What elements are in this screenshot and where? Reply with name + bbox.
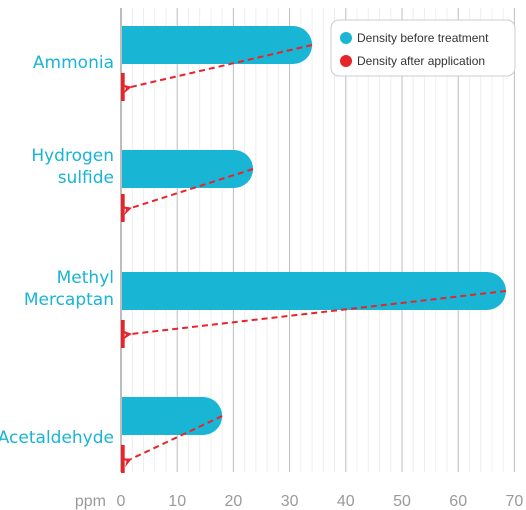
arrows	[120, 44, 507, 468]
bar-before-treatment	[122, 397, 223, 435]
bar-after-application	[121, 194, 125, 222]
bar-after-application	[121, 73, 125, 101]
legend-box	[330, 19, 516, 77]
x-tick-label: 30	[281, 493, 299, 510]
x-tick-label: 20	[225, 493, 243, 510]
reduction-arrow	[120, 415, 223, 468]
legend-label-after: Density after application	[357, 54, 485, 68]
category-label: Acetaldehyde	[0, 428, 114, 448]
x-tick-label: 0	[117, 493, 126, 510]
legend: Density before treatment Density after a…	[330, 19, 516, 77]
bar-before-treatment	[122, 26, 313, 64]
legend-label-before: Density before treatment	[357, 31, 489, 45]
reduction-arrow	[121, 44, 313, 94]
category-label: Methyl Mercaptan	[24, 268, 114, 310]
bar-after-application	[121, 320, 125, 348]
x-unit-label: ppm	[75, 493, 106, 510]
reduction-arrow	[121, 290, 507, 340]
x-tick-label: 50	[393, 493, 411, 510]
tick-labels: ppm 0 10 20 30 40 50 60 70	[75, 493, 524, 510]
reduction-arrow	[120, 168, 254, 216]
x-tick-label: 40	[337, 493, 355, 510]
category-label: Ammonia	[33, 53, 114, 73]
x-tick-label: 70	[506, 493, 524, 510]
legend-marker-after	[340, 55, 352, 67]
bars	[121, 26, 506, 473]
bar-after-application	[121, 445, 125, 473]
bar-before-treatment	[122, 150, 254, 188]
category-labels: Ammonia Hydrogen sulfide Methyl Mercaptan Ace…	[0, 53, 114, 448]
bar-before-treatment	[122, 272, 506, 310]
legend-marker-before	[340, 32, 352, 44]
x-tick-label: 10	[168, 493, 186, 510]
category-label: Hydrogen sulfide	[31, 146, 114, 188]
x-tick-label: 60	[449, 493, 467, 510]
grid	[120, 8, 515, 472]
